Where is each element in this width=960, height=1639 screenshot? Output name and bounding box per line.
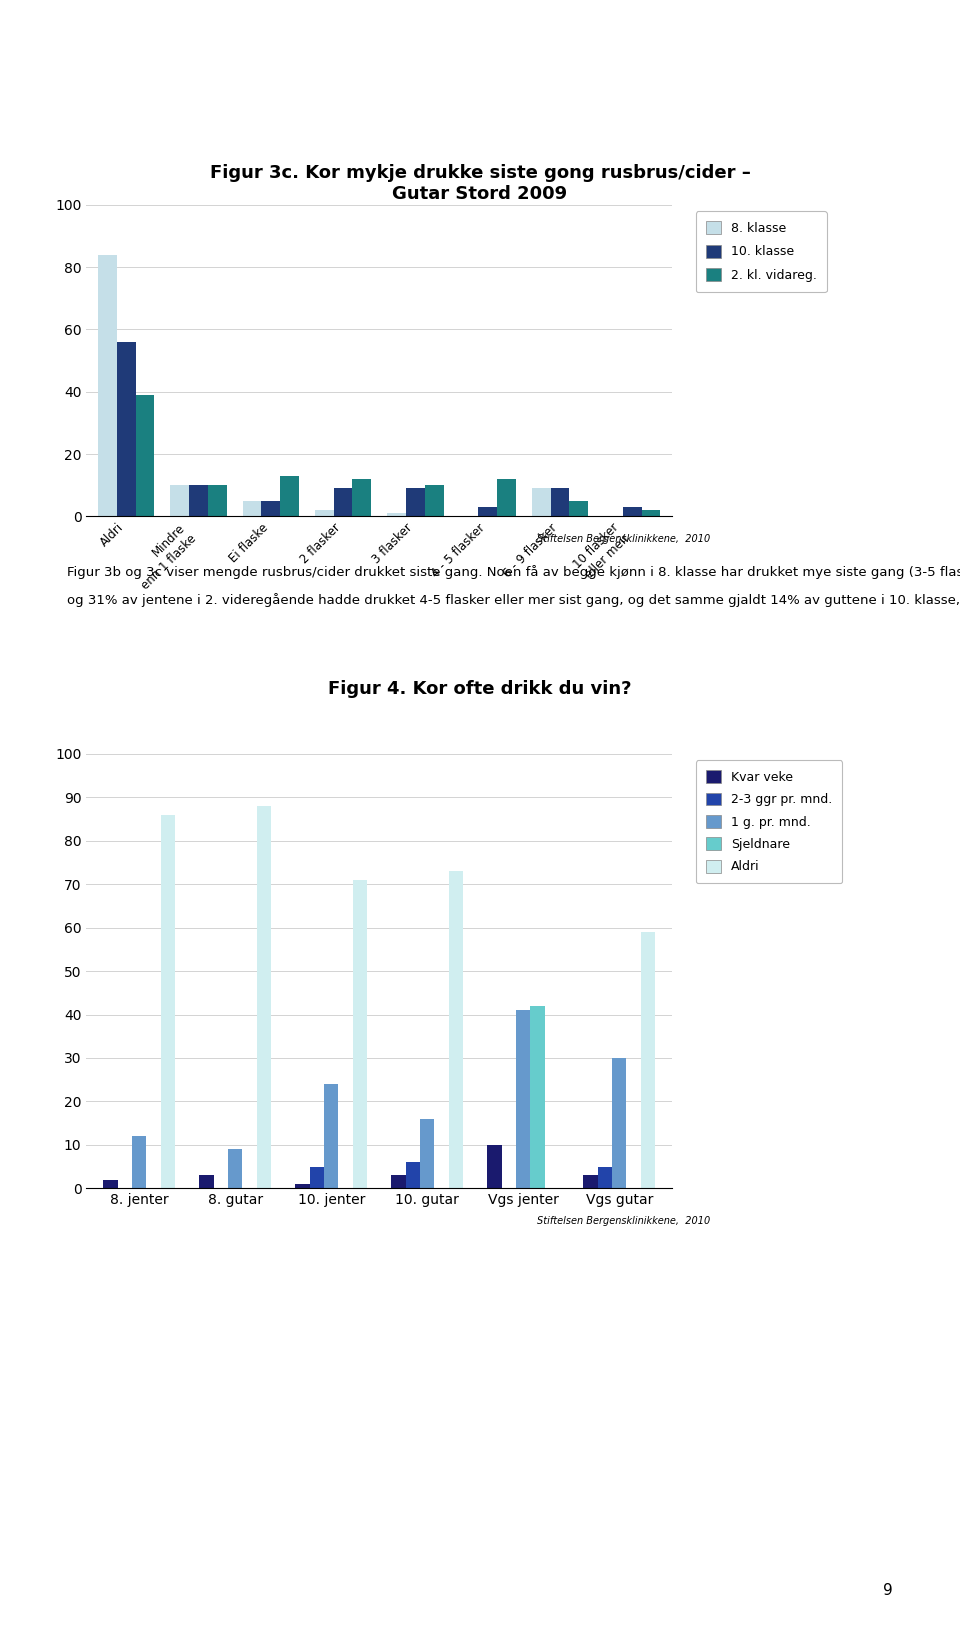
Text: og 31% av jentene i 2. videregående hadde drukket 4-5 flasker eller mer sist gan: og 31% av jentene i 2. videregående hadd… — [67, 593, 960, 608]
Bar — [516, 1010, 531, 1188]
Bar — [420, 1119, 434, 1188]
Bar — [352, 479, 372, 516]
Bar — [497, 479, 516, 516]
Bar — [478, 506, 497, 516]
Bar — [532, 488, 550, 516]
Bar — [103, 1180, 117, 1188]
Text: Stiftelsen Bergensklinikkene,  2010: Stiftelsen Bergensklinikkene, 2010 — [538, 1216, 710, 1226]
Bar — [569, 500, 588, 516]
Bar — [449, 872, 463, 1188]
Text: Figur 4. Kor ofte drikk du vin?: Figur 4. Kor ofte drikk du vin? — [328, 680, 632, 698]
Bar — [424, 485, 444, 516]
Bar — [623, 506, 641, 516]
Text: Figur 3c. Kor mykje drukke siste gong rusbrus/cider –
Gutar Stord 2009: Figur 3c. Kor mykje drukke siste gong ru… — [209, 164, 751, 203]
Bar — [641, 933, 655, 1188]
Bar — [228, 1149, 242, 1188]
Bar — [584, 1175, 598, 1188]
Bar — [200, 1175, 213, 1188]
Bar — [160, 815, 175, 1188]
Bar — [392, 1175, 406, 1188]
Bar — [387, 513, 406, 516]
Legend: 8. klasse, 10. klasse, 2. kl. vidareg.: 8. klasse, 10. klasse, 2. kl. vidareg. — [696, 211, 827, 292]
Text: Stiftelsen Bergensklinikkene,  2010: Stiftelsen Bergensklinikkene, 2010 — [538, 534, 710, 544]
Bar — [550, 488, 569, 516]
Bar — [612, 1059, 627, 1188]
Bar — [597, 1167, 612, 1188]
Bar — [98, 254, 117, 516]
Bar — [352, 880, 367, 1188]
Bar — [243, 500, 261, 516]
Bar — [641, 510, 660, 516]
Bar — [261, 500, 280, 516]
Bar — [170, 485, 189, 516]
Bar — [257, 806, 271, 1188]
Bar — [406, 1162, 420, 1188]
Text: Figur 3b og 3c viser mengde rusbrus/cider drukket siste gang. Noen få av begge k: Figur 3b og 3c viser mengde rusbrus/cide… — [67, 565, 960, 580]
Bar — [132, 1136, 146, 1188]
Bar — [296, 1183, 309, 1188]
Bar — [315, 510, 334, 516]
Legend: Kvar veke, 2-3 ggr pr. mnd., 1 g. pr. mnd., Sjeldnare, Aldri: Kvar veke, 2-3 ggr pr. mnd., 1 g. pr. mn… — [696, 760, 842, 883]
Bar — [324, 1083, 339, 1188]
Bar — [334, 488, 352, 516]
Bar — [531, 1006, 545, 1188]
Text: 9: 9 — [883, 1583, 893, 1598]
Bar — [488, 1144, 501, 1188]
Bar — [117, 343, 135, 516]
Bar — [309, 1167, 324, 1188]
Bar — [406, 488, 424, 516]
Bar — [208, 485, 227, 516]
Bar — [189, 485, 208, 516]
Bar — [135, 395, 155, 516]
Bar — [280, 475, 299, 516]
